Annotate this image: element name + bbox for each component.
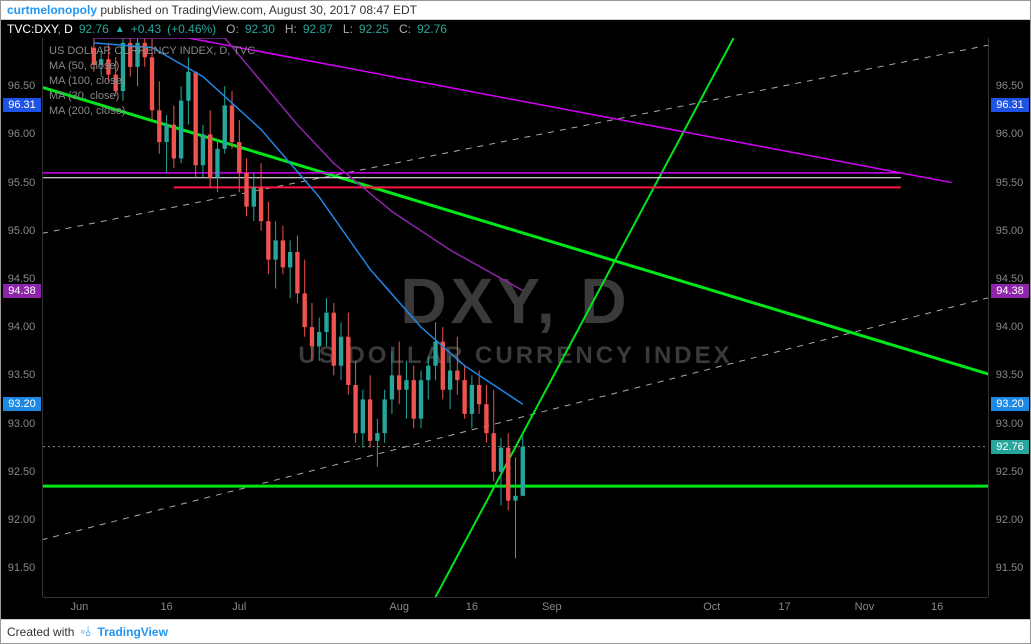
header-date: August 30, 2017 08:47 EDT bbox=[269, 3, 417, 17]
ticker-prefix: TVC: bbox=[7, 22, 34, 36]
footer-label: Created with bbox=[7, 625, 74, 639]
legend-ma200: MA (200, close) bbox=[49, 104, 255, 119]
username[interactable]: curtmelonopoly bbox=[7, 3, 97, 17]
ticker-last: 92.76 bbox=[79, 22, 109, 36]
indicator-legend: US DOLLAR CURRENCY INDEX, D, TVC MA (50,… bbox=[49, 44, 255, 119]
footer-brand[interactable]: TradingView bbox=[97, 625, 167, 639]
legend-title: US DOLLAR CURRENCY INDEX, D, TVC bbox=[49, 44, 255, 59]
y-axis-right: 91.5092.0092.5093.0093.5094.0094.5095.00… bbox=[988, 38, 1030, 597]
container: curtmelonopoly published on TradingView.… bbox=[0, 0, 1031, 644]
legend-ma100: MA (100, close) bbox=[49, 74, 255, 89]
publish-header: curtmelonopoly published on TradingView.… bbox=[1, 1, 1030, 20]
x-axis: Jun16JulAug16SepOct17Nov16 bbox=[43, 597, 988, 619]
ticker-change-pct: (+0.46%) bbox=[167, 22, 216, 36]
ticker-symbol: DXY bbox=[34, 22, 57, 36]
ohlc-l: 92.25 bbox=[359, 22, 389, 36]
up-arrow-icon: ▲ bbox=[115, 24, 125, 35]
legend-ma50: MA (50, close) bbox=[49, 59, 255, 74]
ticker-bar: TVC:DXY, D 92.76 ▲ +0.43 (+0.46%) O:92.3… bbox=[1, 20, 1030, 38]
ticker-change: +0.43 bbox=[131, 22, 161, 36]
header-mid: published on TradingView.com, bbox=[97, 3, 269, 17]
ohlc-o: 92.30 bbox=[245, 22, 275, 36]
tradingview-icon: ◦⫰ bbox=[80, 623, 91, 640]
footer: Created with ◦⫰ TradingView bbox=[1, 619, 1030, 643]
ohlc-c: 92.76 bbox=[417, 22, 447, 36]
chart-area[interactable]: DXY, D US DOLLAR CURRENCY INDEX US DOLLA… bbox=[1, 38, 1030, 619]
legend-ma30: MA (30, close) bbox=[49, 89, 255, 104]
y-axis-left: 91.5092.0092.5093.0093.5094.0094.5095.00… bbox=[1, 38, 43, 597]
ticker-interval: D bbox=[64, 22, 73, 36]
chart-svg bbox=[1, 38, 1030, 619]
ohlc-h: 92.87 bbox=[303, 22, 333, 36]
